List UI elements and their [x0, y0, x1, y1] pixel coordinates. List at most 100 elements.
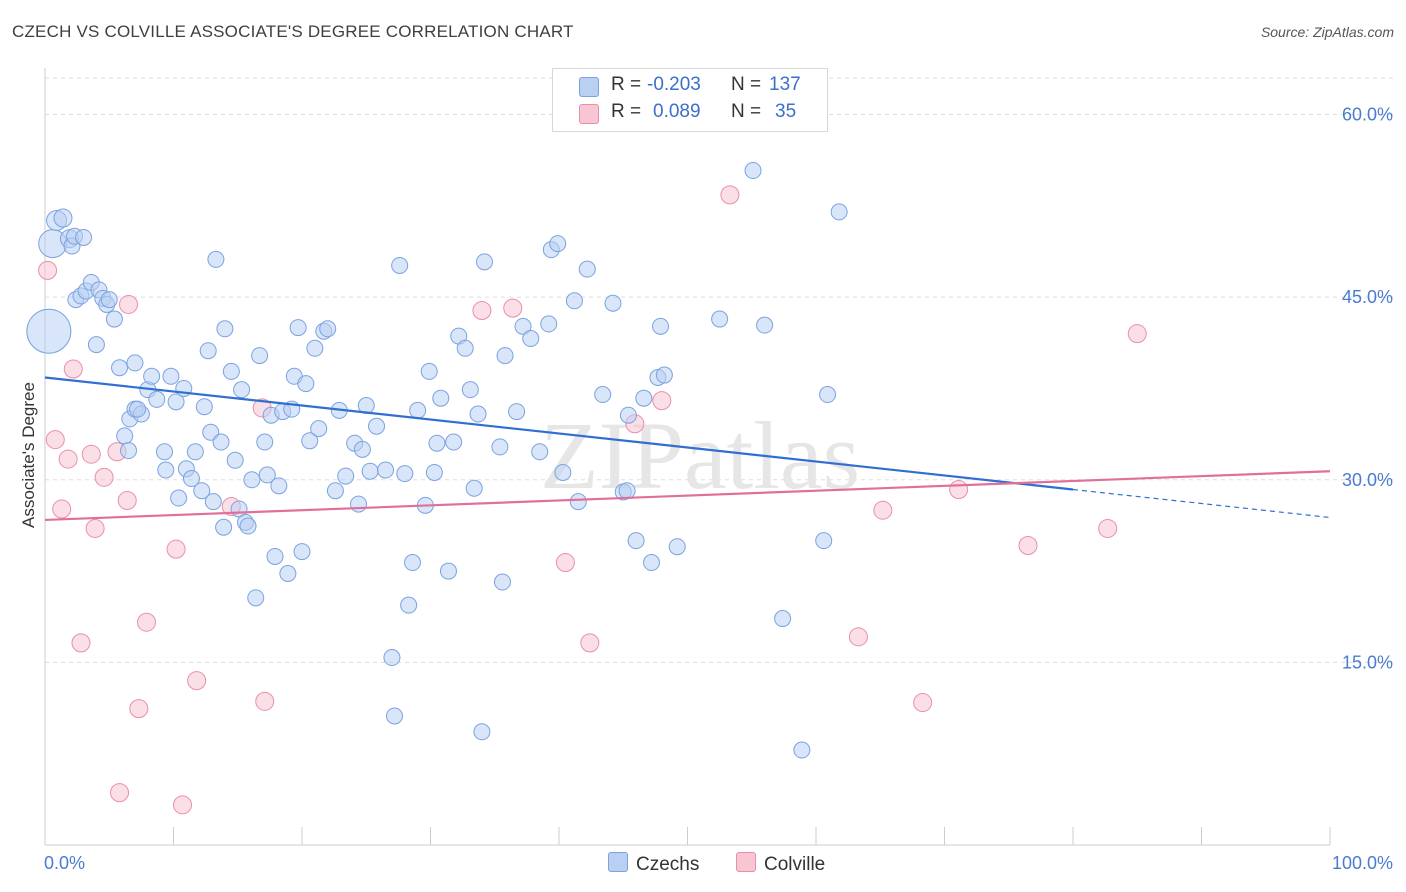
czech-point — [326, 482, 344, 500]
legend-n-value: 35 — [775, 101, 797, 122]
czech-point — [594, 386, 612, 404]
czech-point — [53, 208, 73, 228]
colville-point — [187, 671, 207, 691]
czech-point — [105, 310, 123, 328]
czech-point — [368, 417, 386, 435]
czech-point — [456, 339, 474, 357]
czech-point — [297, 375, 315, 393]
x-tick-labels: 0.0% 100.0% — [44, 853, 1393, 873]
axes — [44, 68, 1331, 846]
czech-point — [361, 462, 379, 480]
czech-point — [540, 315, 558, 333]
legend-r-label: R = — [611, 74, 642, 95]
czech-point — [120, 442, 138, 460]
czech-point — [655, 366, 673, 384]
legend-colville: Colville — [736, 852, 825, 876]
colville-swatch — [579, 104, 599, 124]
czech-point — [212, 433, 230, 451]
colville-point — [720, 185, 740, 205]
grid-lines — [45, 77, 1395, 663]
czech-point — [439, 562, 457, 580]
czech-point — [111, 359, 129, 377]
czech-point — [306, 339, 324, 357]
czech-point — [652, 317, 670, 335]
czech-point — [396, 465, 414, 483]
czech-point — [554, 463, 572, 481]
czech-point — [643, 554, 661, 572]
czech-point — [461, 381, 479, 399]
czech-point — [247, 589, 265, 607]
colville-point — [913, 693, 933, 713]
czech-point — [445, 433, 463, 451]
czech-point — [100, 291, 118, 309]
czech-point — [26, 308, 72, 354]
stats-legend: R = -0.203 N = 137 R = 0.089 N = 35 — [552, 68, 828, 132]
czech-point — [239, 517, 257, 535]
czech-point — [243, 471, 261, 489]
colville-point — [129, 699, 149, 719]
czech-point — [87, 336, 105, 354]
colville-point — [63, 359, 83, 379]
czech-point — [350, 495, 368, 513]
czech-trend-line — [44, 376, 1074, 491]
colville-point — [137, 612, 157, 632]
y-tick-label: 30.0% — [1342, 470, 1393, 490]
czech-point — [270, 477, 288, 495]
czech-point — [627, 532, 645, 550]
czech-point — [233, 381, 251, 399]
czech-point — [279, 565, 297, 583]
colville-legend-label: Colville — [764, 854, 826, 875]
czech-point — [465, 479, 483, 497]
czech-point — [293, 543, 311, 561]
czech-point — [604, 294, 622, 312]
czech-point — [404, 554, 422, 572]
czech-legend-label: Czechs — [636, 854, 700, 875]
colville-point — [848, 627, 868, 647]
czech-point — [126, 354, 144, 372]
czech-point — [668, 538, 686, 556]
czech-point — [565, 292, 583, 310]
legend-czechs: Czechs — [608, 852, 699, 876]
czech-point — [251, 347, 269, 365]
czech-point — [819, 386, 837, 404]
czech-point — [353, 440, 371, 458]
x-tick-label: 0.0% — [44, 853, 85, 873]
czech-point — [428, 434, 446, 452]
y-tick-labels: 15.0% 30.0% 45.0% 60.0% — [1342, 105, 1393, 673]
czech-point — [473, 723, 491, 741]
czech-point — [744, 162, 762, 180]
czech-point — [222, 362, 240, 380]
czech-point — [383, 649, 401, 667]
colville-point — [255, 691, 275, 711]
czech-point — [774, 610, 792, 628]
czech-point — [549, 235, 567, 253]
czech-point — [496, 347, 514, 365]
czech-point — [756, 316, 774, 334]
czech-point — [337, 467, 355, 485]
colville-point — [71, 633, 91, 653]
czech-point — [475, 253, 493, 271]
czech-point — [258, 466, 276, 484]
czech-point — [195, 398, 213, 416]
czech-point — [289, 319, 307, 337]
czech-point — [618, 482, 636, 500]
czech-point — [156, 443, 174, 461]
czech-point — [319, 320, 337, 338]
colville-point — [555, 553, 575, 573]
y-tick-label: 15.0% — [1342, 652, 1393, 672]
colville-point — [45, 430, 65, 450]
czech-point — [301, 432, 319, 450]
czech-point — [193, 482, 211, 500]
czech-point — [148, 390, 166, 408]
legend-r-value: 0.089 — [653, 101, 701, 122]
colville-point — [117, 490, 137, 510]
czech-point — [199, 342, 217, 360]
czech-point — [310, 420, 328, 438]
czech-point — [129, 400, 147, 418]
czech-point — [143, 367, 161, 385]
czech-point — [508, 403, 526, 421]
colville-point — [503, 298, 523, 318]
colville-point — [949, 480, 969, 500]
colville-point — [38, 260, 58, 280]
